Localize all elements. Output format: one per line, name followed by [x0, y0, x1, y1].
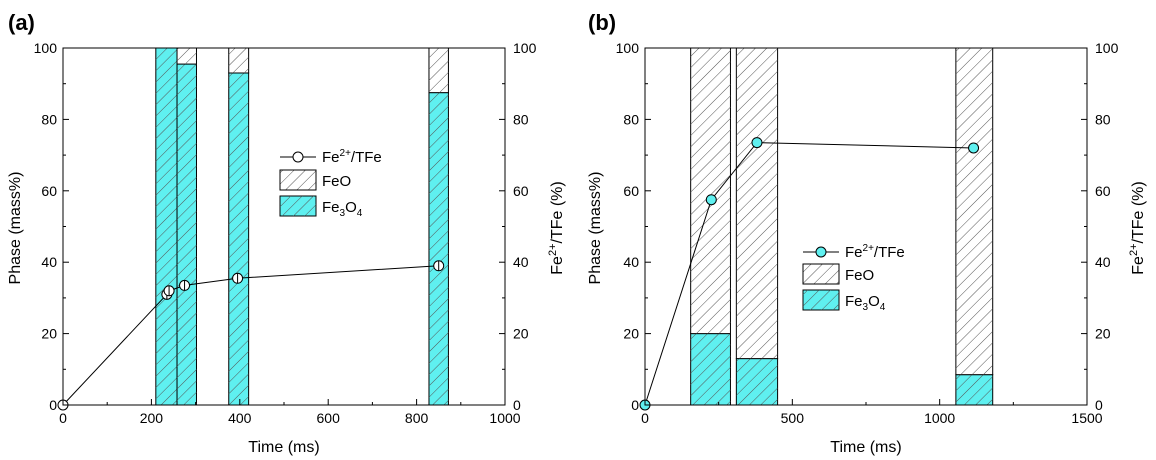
panel-a-y-axis-label: Phase (mass%) — [7, 172, 24, 285]
legend-feo-swatch — [802, 263, 840, 285]
panel-a-x-axis-label: Time (ms) — [248, 439, 319, 456]
y2-tick-label: 80 — [1095, 111, 1111, 127]
x-tick-label: 1500 — [1071, 410, 1102, 426]
x-tick-label: 1000 — [924, 410, 955, 426]
legend-feo-swatch — [279, 169, 317, 191]
panel-a-axes: 0 200 400 600 800 100002040608010002040608010… — [34, 40, 537, 426]
legend-fe3o4-label: Fe3O4 — [322, 199, 363, 219]
y2-tick-label: 40 — [1095, 254, 1111, 270]
fe2-tfe-point — [968, 142, 980, 154]
y-tick-label: 20 — [41, 326, 57, 342]
y-tick-label: 40 — [623, 254, 639, 270]
bar-fe3o4-hatch — [690, 333, 731, 405]
y2-tick-label: 20 — [513, 326, 529, 342]
bar-feo-hatch — [955, 48, 993, 375]
bar-feo-hatch — [177, 48, 197, 65]
panel-b-label: (b) — [588, 10, 616, 35]
legend-fe3o4-hatch — [280, 196, 316, 216]
panel-a-chart: (a) 0 200 400 600 800 10000204060801000204060… — [7, 10, 566, 456]
bar-fe3o4-hatch — [736, 358, 778, 405]
y2-tick-label: 100 — [513, 40, 537, 56]
legend-feo-label: FeO — [845, 267, 874, 284]
y2-tick-label: 60 — [513, 183, 529, 199]
y-tick-label: 20 — [623, 326, 639, 342]
legend-marker — [292, 151, 304, 163]
y-tick-label: 100 — [616, 40, 640, 56]
bar-feo-hatch — [428, 48, 449, 93]
panel-a-bars — [155, 47, 449, 406]
y2-tick-label: 80 — [513, 111, 529, 127]
bar-feo-hatch — [736, 48, 778, 359]
y2-tick-label: 20 — [1095, 326, 1111, 342]
panel-b-y-axis-label: Phase (mass%) — [587, 172, 604, 285]
panel-b-series — [639, 137, 980, 411]
fe2-tfe-point — [705, 194, 717, 206]
x-tick-label: 0 — [641, 410, 649, 426]
y2-tick-label: 0 — [1095, 397, 1103, 413]
bar-fe3o4-hatch — [955, 374, 993, 405]
panel-b-x-axis-label: Time (ms) — [830, 439, 901, 456]
bar-feo-hatch — [690, 48, 731, 334]
panel-b-legend: Fe2+/TFe FeO Fe3O4 — [802, 243, 905, 313]
panel-b-y2-axis-label: Fe2+/TFe (%) — [1128, 181, 1147, 274]
y-tick-label: 80 — [41, 111, 57, 127]
x-tick-label: 0 — [59, 410, 67, 426]
panel-a-legend: Fe2+/TFe FeO Fe3O4 — [279, 148, 382, 219]
panel-a-series — [57, 260, 445, 411]
panel-b-bars — [690, 47, 994, 406]
x-tick-label: 200 — [140, 410, 164, 426]
x-tick-label: 400 — [228, 410, 252, 426]
legend-fe2-label: Fe2+/TFe — [322, 148, 382, 166]
bar-fe3o4-hatch — [177, 64, 197, 405]
y-tick-label: 60 — [623, 183, 639, 199]
legend-fe2-label: Fe2+/TFe — [845, 243, 905, 261]
bar-fe3o4-hatch — [428, 92, 449, 405]
legend-marker — [815, 246, 827, 258]
y-tick-label: 60 — [41, 183, 57, 199]
panel-a-label: (a) — [8, 10, 35, 35]
x-tick-label: 1000 — [489, 410, 520, 426]
y2-tick-label: 0 — [513, 397, 521, 413]
x-tick-label: 600 — [317, 410, 341, 426]
bar-fe3o4-hatch — [228, 72, 249, 406]
y-tick-label: 0 — [49, 397, 57, 413]
legend-fe3o4-hatch — [803, 290, 839, 310]
y-tick-label: 40 — [41, 254, 57, 270]
y-tick-label: 80 — [623, 111, 639, 127]
fe2-tfe-line — [62, 265, 439, 406]
fe2-tfe-line — [644, 142, 974, 406]
y2-tick-label: 60 — [1095, 183, 1111, 199]
y-tick-label: 0 — [631, 397, 639, 413]
panel-b-chart: (b) 0 500 1000 1500020406080100020406080100… — [587, 10, 1147, 456]
legend-fe3o4-label: Fe3O4 — [845, 293, 886, 313]
bar-feo-hatch — [228, 48, 249, 73]
y2-tick-label: 40 — [513, 254, 529, 270]
x-tick-label: 800 — [405, 410, 429, 426]
panel-a-y2-axis-label: Fe2+/TFe (%) — [547, 181, 566, 274]
legend-feo-label: FeO — [322, 173, 351, 190]
fe2-tfe-point — [751, 137, 763, 149]
x-tick-label: 500 — [781, 410, 805, 426]
bar-fe3o4-hatch — [155, 48, 178, 405]
y-tick-label: 100 — [34, 40, 58, 56]
y2-tick-label: 100 — [1095, 40, 1119, 56]
